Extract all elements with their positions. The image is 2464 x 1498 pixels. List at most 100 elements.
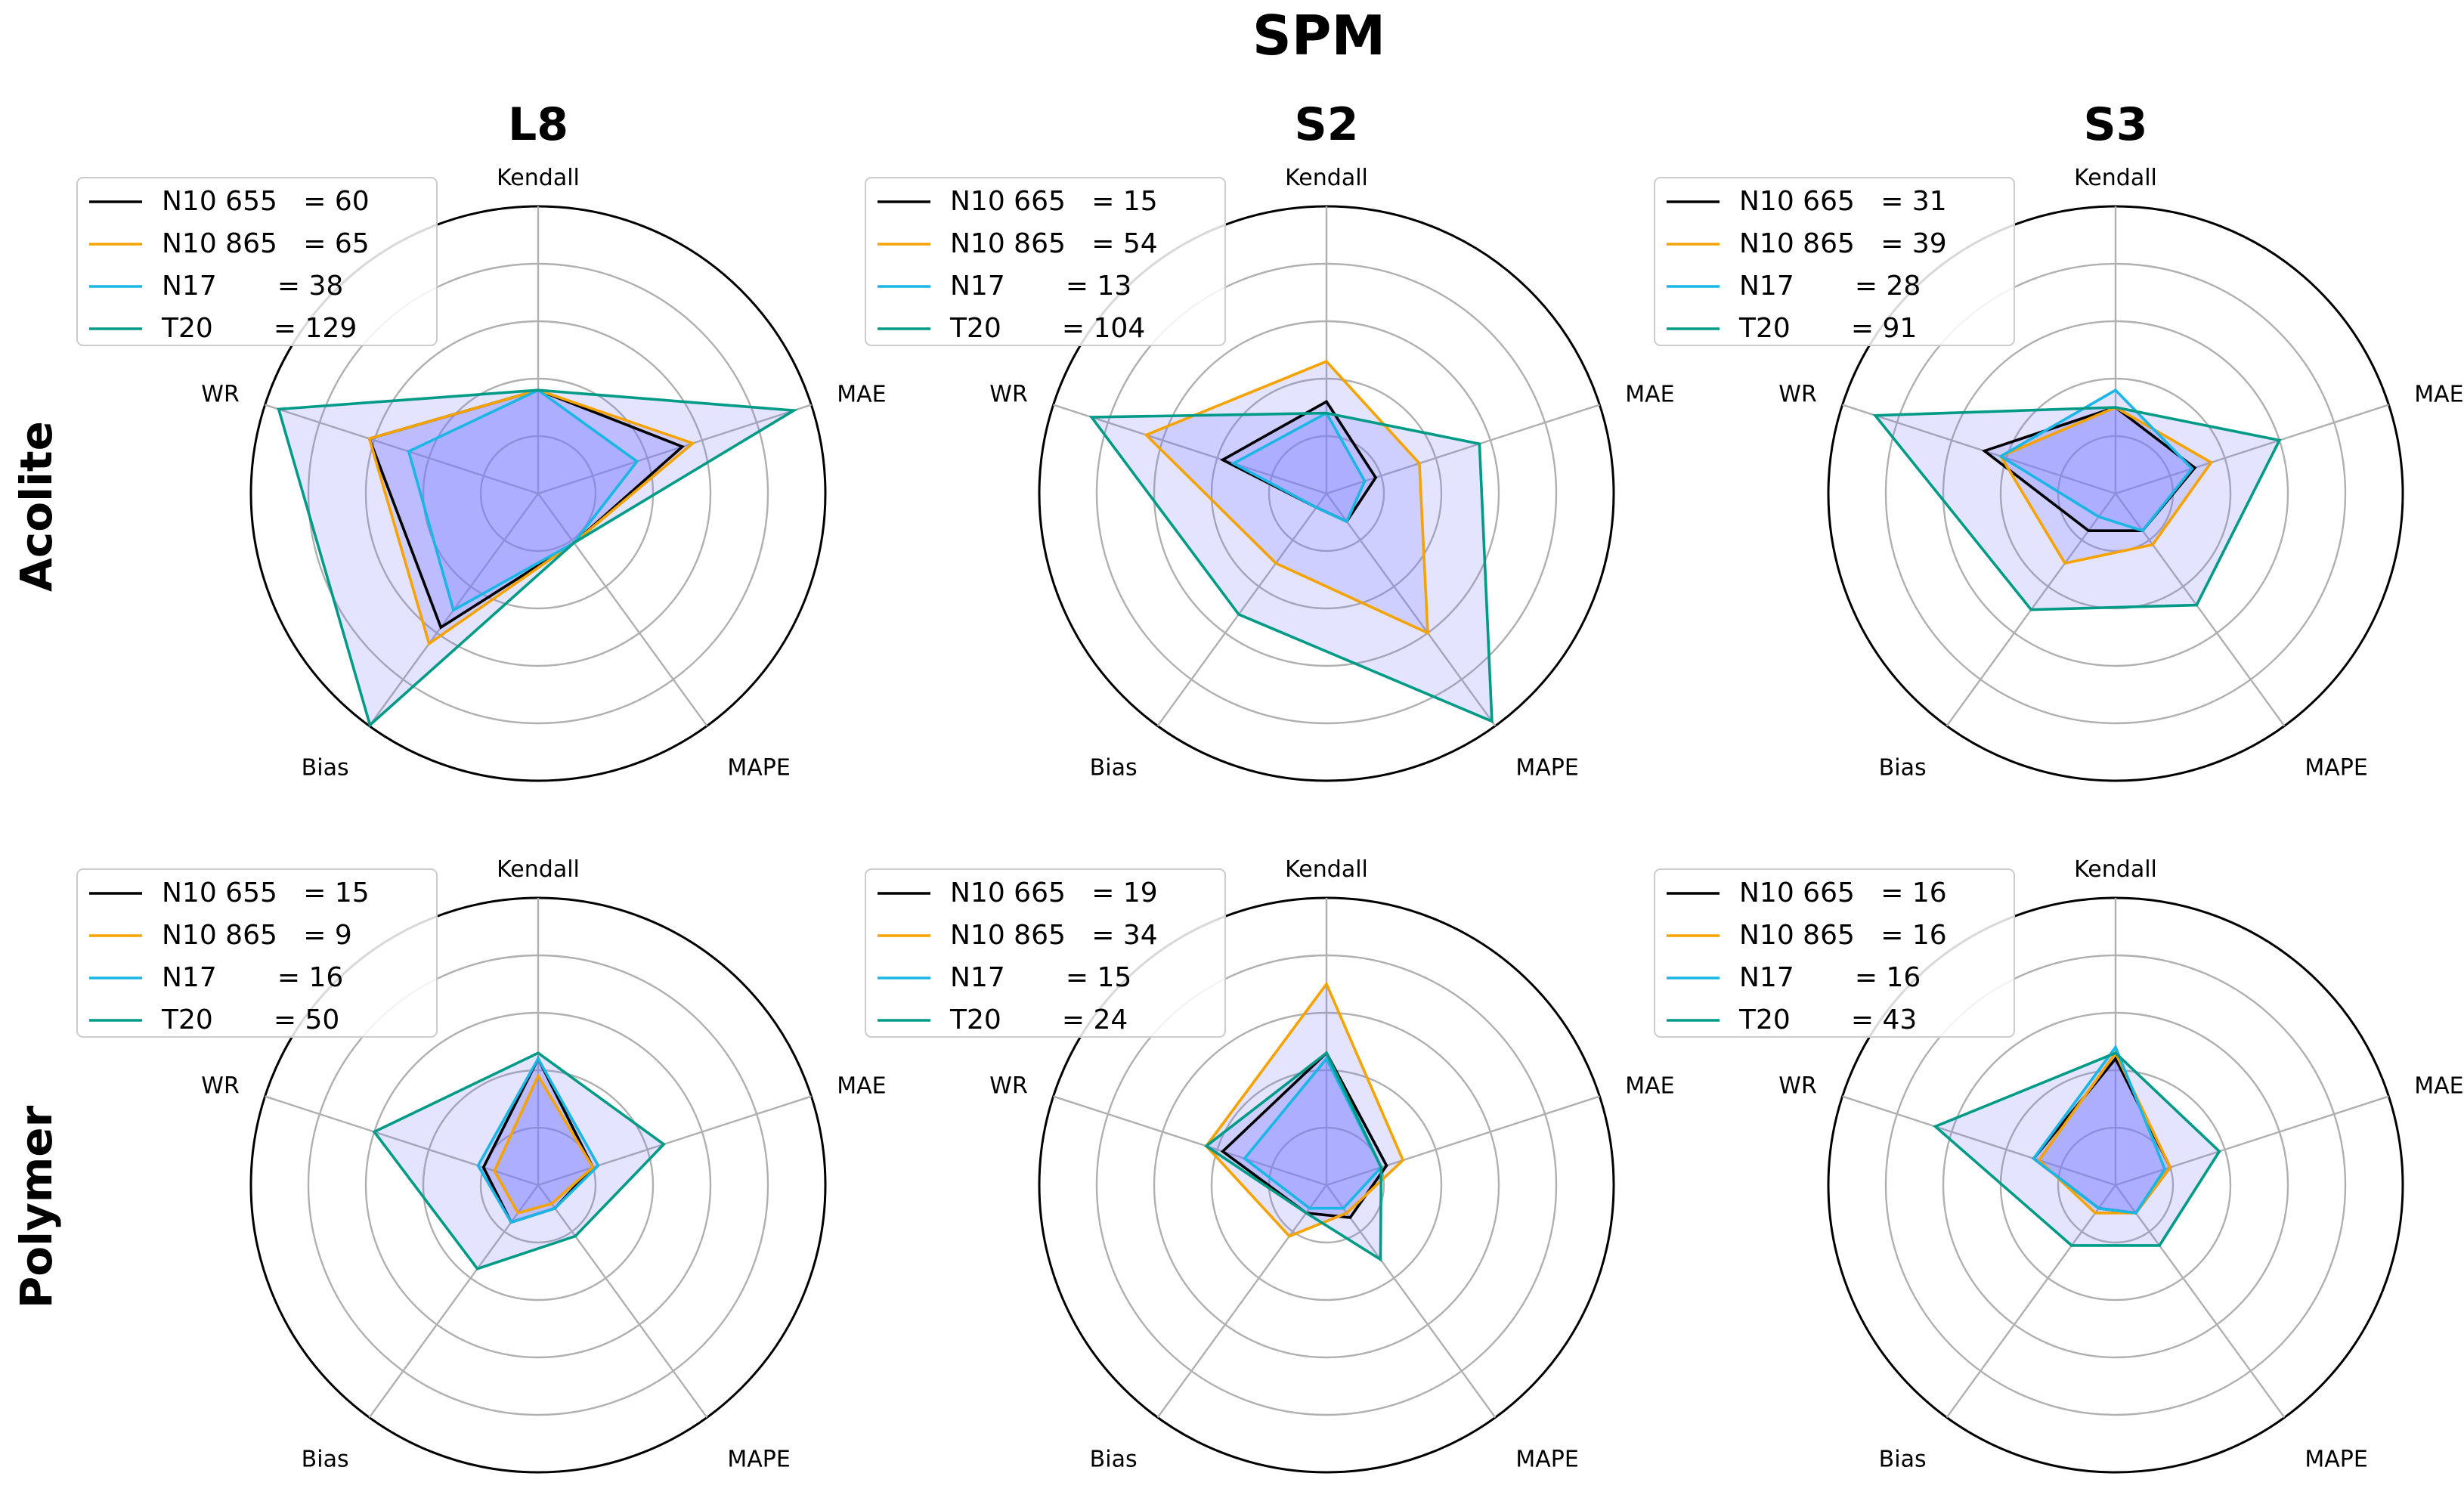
legend-entry: N10 665 = 19 <box>950 877 1158 908</box>
legend-entry: N10 655 = 15 <box>162 877 370 908</box>
radar-panel: Kendall MAE MAPE Bias WR N10 665 = 15 N10 865 … <box>865 165 1675 782</box>
axis-label: Bias <box>1090 1447 1138 1473</box>
axis-spoke <box>537 404 812 495</box>
series-line <box>407 388 639 612</box>
axis-label: Bias <box>302 755 349 781</box>
axis-spoke <box>1946 1184 2116 1419</box>
legend-frame <box>76 177 438 346</box>
legend-entry: N10 665 = 31 <box>1739 186 1947 217</box>
axis-label: Kendall <box>1285 165 1368 191</box>
radar-panel: Kendall MAE MAPE Bias WR N10 665 = 31 N10 865 … <box>1654 165 2464 782</box>
axis-label: WR <box>989 381 1028 407</box>
axis-label: Kendall <box>1285 856 1368 883</box>
legend-entry: N10 865 = 54 <box>950 228 1158 259</box>
legend-entry: T20 = 43 <box>1738 1004 1917 1035</box>
legend-entry: N17 = 16 <box>162 962 343 993</box>
axis-spoke <box>368 1184 539 1419</box>
legend: N10 665 = 19 N10 865 = 34 N17 = 15 T20 = 24 <box>865 868 1226 1038</box>
series-fill <box>278 390 794 726</box>
axis-spoke <box>2115 1184 2286 1419</box>
series-fill <box>2033 1058 2171 1213</box>
series-fill <box>2038 1053 2171 1213</box>
axis-spoke <box>1326 493 1497 727</box>
series-line <box>493 1072 595 1215</box>
axis-label: Kendall <box>497 856 580 883</box>
axis-spoke <box>537 493 708 727</box>
axis-spoke <box>1053 404 1327 495</box>
legend-entry: N17 = 38 <box>162 271 343 302</box>
axis-label: WR <box>1778 1072 1817 1099</box>
axis-label: WR <box>989 1072 1028 1099</box>
series-line <box>367 388 696 646</box>
axis-spoke <box>537 1095 812 1187</box>
series-line <box>2032 1044 2167 1215</box>
legend-entry: N10 865 = 16 <box>1739 920 1947 951</box>
legend-entry: N10 865 = 39 <box>1739 228 1947 259</box>
axis-label: MAPE <box>2305 755 2367 781</box>
series-fill <box>1244 1058 1382 1209</box>
series-fill <box>478 1058 599 1223</box>
axis-label: WR <box>201 1072 240 1099</box>
axis-label: MAE <box>837 1072 886 1099</box>
series-line <box>1933 1051 2221 1247</box>
radar-panel: Kendall MAE MAPE Bias WR N10 655 = 15 N10 865 … <box>76 856 887 1474</box>
axis-label: Bias <box>1090 755 1138 781</box>
axis-label: MAE <box>2414 381 2463 407</box>
axis-spoke <box>265 1095 539 1187</box>
legend-frame <box>865 177 1226 346</box>
axis-spoke <box>2115 1095 2389 1187</box>
axis-label: MAPE <box>727 1447 790 1473</box>
legend: N10 665 = 15 N10 865 = 54 N17 = 13 T20 = 10… <box>865 177 1226 346</box>
row-title-acolite: Acolite <box>11 421 62 592</box>
series-fill <box>1146 361 1428 633</box>
radar-panels: Kendall MAE MAPE Bias WR N10 655 = 60 N10 865 … <box>76 165 2464 1474</box>
series-fill <box>374 1053 664 1269</box>
axis-spoke <box>2115 404 2389 495</box>
axis-label: MAPE <box>1515 755 1578 781</box>
legend-frame <box>865 868 1226 1038</box>
legend-entry: N10 865 = 65 <box>162 228 370 259</box>
legend-entry: T20 = 24 <box>949 1004 1128 1035</box>
axis-spoke <box>1326 1184 1497 1419</box>
series-line <box>277 388 799 728</box>
series-line <box>1998 405 2214 565</box>
axis-label: MAPE <box>1515 1447 1578 1473</box>
radar-panel: Kendall MAE MAPE Bias WR N10 655 = 60 N10 865 … <box>76 165 887 782</box>
series-line <box>1998 388 2194 533</box>
legend-entry: T20 = 50 <box>161 1004 339 1035</box>
figure-title: SPM <box>1252 4 1385 67</box>
radar-panel: Kendall MAE MAPE Bias WR N10 665 = 16 N10 865 … <box>1654 856 2464 1474</box>
series-fill <box>1234 413 1365 522</box>
axis-label: Kendall <box>2074 856 2157 883</box>
legend-entry: N17 = 13 <box>950 271 1131 302</box>
axis-label: MAE <box>2414 1072 2463 1099</box>
series-fill <box>494 1076 593 1213</box>
column-title-l8: L8 <box>508 98 568 151</box>
legend: N10 655 = 15 N10 865 = 9 N17 = 16 T20 = 50 <box>76 868 438 1038</box>
legend-entry: T20 = 129 <box>161 313 357 344</box>
legend: N10 655 = 60 N10 865 = 65 N17 = 38 T20 = 12… <box>76 177 438 346</box>
series-fill <box>483 1058 593 1223</box>
axis-label: MAPE <box>727 755 790 781</box>
series-line <box>1144 360 1429 636</box>
legend-entry: N17 = 16 <box>1739 962 1921 993</box>
series-line <box>1203 1051 1383 1262</box>
legend-entry: N10 665 = 15 <box>950 186 1158 217</box>
legend-entry: N10 865 = 34 <box>950 920 1158 951</box>
axis-label: Kendall <box>497 165 580 191</box>
axis-label: Bias <box>1879 1447 1927 1473</box>
axis-label: WR <box>1778 381 1817 407</box>
series-line <box>2037 1050 2172 1215</box>
legend-entry: T20 = 104 <box>949 313 1145 344</box>
column-title-s3: S3 <box>2084 98 2148 151</box>
axis-label: MAE <box>1625 1072 1674 1099</box>
axis-spoke <box>1053 1095 1327 1187</box>
legend-frame <box>76 868 438 1038</box>
axis-spoke <box>1842 1095 2116 1187</box>
legend-entry: T20 = 91 <box>1738 313 1917 344</box>
series-line <box>476 1056 600 1224</box>
series-line <box>1230 411 1367 524</box>
axis-spoke <box>1156 493 1327 727</box>
axis-label: MAPE <box>2305 1447 2367 1473</box>
